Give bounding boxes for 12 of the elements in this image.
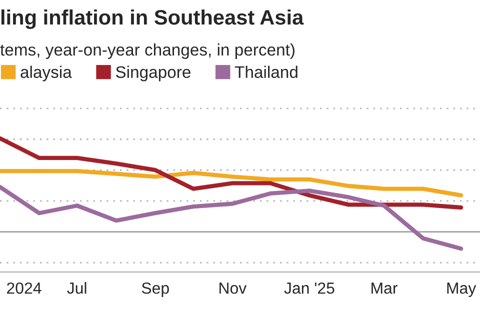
legend-label: Singapore: [116, 66, 190, 82]
chart-title: ling inflation in Southeast Asia: [1, 9, 304, 29]
x-tick-label: Mar: [372, 282, 398, 294]
x-tick-label: 2024: [7, 282, 42, 294]
x-tick-label: Sep: [142, 282, 169, 297]
x-tick-label: Jul: [67, 282, 86, 294]
chart-subtitle: tems, year-on-year changes, in percent): [0, 43, 294, 59]
x-tick-label: Nov: [220, 282, 247, 294]
x-tick-label: May: [447, 282, 476, 297]
x-tick-label: Jan '25: [284, 282, 334, 294]
legend-label: alaysia: [20, 66, 72, 82]
legend-label: Thailand: [234, 66, 298, 78]
